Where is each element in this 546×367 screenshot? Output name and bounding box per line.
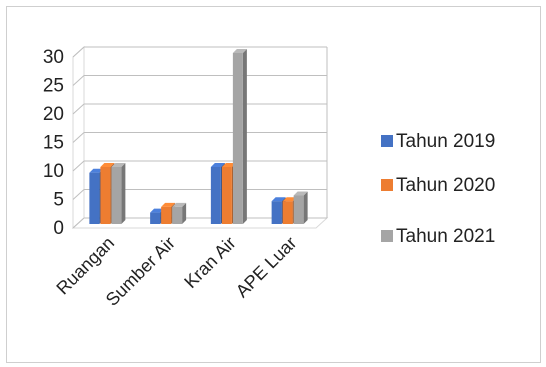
legend-swatch <box>381 230 393 242</box>
x-category-label: Kran Air <box>180 233 239 292</box>
bar <box>111 167 122 224</box>
gridlines <box>72 46 328 229</box>
bar-side <box>182 202 187 224</box>
bar <box>232 53 243 224</box>
bar <box>210 167 221 224</box>
bar <box>150 212 161 224</box>
bar-top <box>271 197 286 202</box>
bar-side <box>121 163 126 224</box>
y-tick-label: 15 <box>43 133 64 154</box>
bar-top <box>111 163 126 167</box>
legend-label: Tahun 2021 <box>396 226 495 247</box>
bar-top <box>150 208 165 213</box>
y-tick-label: 0 <box>53 218 64 239</box>
gridline-side <box>72 189 85 200</box>
x-category-label: APE Luar <box>232 233 301 302</box>
gridline-side <box>72 160 85 172</box>
y-tick-label: 20 <box>43 104 64 125</box>
y-tick-label: 25 <box>43 76 64 97</box>
gridline-side <box>72 46 85 58</box>
bar <box>89 172 100 224</box>
bar <box>293 195 304 224</box>
bar <box>282 201 293 224</box>
gridline-side <box>72 132 85 143</box>
gridline-side <box>72 75 85 86</box>
bar <box>172 206 183 224</box>
gridline-side <box>72 103 85 115</box>
legend: Tahun 2019 Tahun 2020 Tahun 2021 <box>381 131 495 247</box>
bar-side <box>242 49 247 224</box>
bar-top <box>89 168 104 173</box>
y-axis-ticks: 0 5 10 15 20 25 30 <box>43 47 64 239</box>
bar-top <box>210 163 225 167</box>
bar-top <box>293 191 308 196</box>
legend-swatch <box>381 179 393 191</box>
bar <box>221 167 232 224</box>
legend-label: Tahun 2019 <box>396 131 495 152</box>
bar-top <box>100 163 115 167</box>
bar-top <box>221 163 236 167</box>
bar <box>271 201 282 224</box>
legend-label: Tahun 2020 <box>396 175 495 196</box>
y-tick-label: 5 <box>53 190 64 211</box>
y-tick-label: 10 <box>43 161 64 182</box>
bar-top <box>172 202 187 207</box>
y-tick-label: 30 <box>43 47 64 68</box>
bar-top <box>282 197 297 202</box>
bar <box>100 167 111 224</box>
gridline-side <box>72 217 85 229</box>
legend-swatch <box>381 135 393 147</box>
bar-top <box>161 202 176 207</box>
bar-top <box>232 49 247 53</box>
bar-side <box>303 191 308 224</box>
bar <box>161 206 172 224</box>
bars <box>89 49 308 224</box>
